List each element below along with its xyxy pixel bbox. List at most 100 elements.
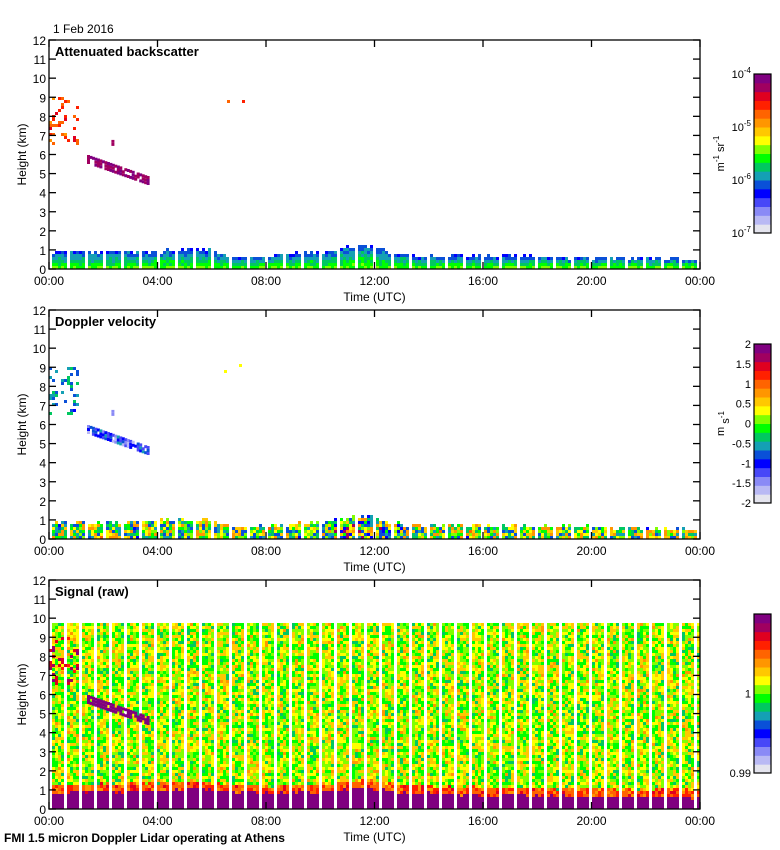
heatmap-cell <box>103 680 106 683</box>
heatmap-cell <box>217 647 220 650</box>
heatmap-cell <box>100 644 103 647</box>
heatmap-cell <box>127 263 130 266</box>
heatmap-cell <box>61 533 64 536</box>
heatmap-cell <box>73 716 76 719</box>
heatmap-cell <box>487 266 490 269</box>
heatmap-cell <box>85 764 88 767</box>
heatmap-cell <box>130 758 133 761</box>
heatmap-cell <box>115 692 118 695</box>
heatmap-cell <box>181 734 184 737</box>
heatmap-cell <box>106 746 109 749</box>
heatmap-cell <box>100 785 103 788</box>
heatmap-cell <box>217 644 220 647</box>
heatmap-cell <box>568 266 571 269</box>
heatmap-cell <box>142 251 145 254</box>
heatmap-cell <box>538 533 541 536</box>
heatmap-cell <box>121 722 124 725</box>
heatmap-cell <box>340 530 343 533</box>
colorbar-segment <box>754 153 771 163</box>
heatmap-cell <box>160 686 163 689</box>
heatmap-cell <box>127 260 130 263</box>
heatmap-cell <box>439 536 442 539</box>
heatmap-cell <box>119 166 123 170</box>
heatmap-cell <box>574 260 577 263</box>
heatmap-cell <box>67 776 70 779</box>
heatmap-cell <box>346 527 349 530</box>
heatmap-cell <box>55 698 58 701</box>
heatmap-cell <box>160 731 163 734</box>
heatmap-cell <box>178 722 181 725</box>
heatmap-cell <box>58 677 61 680</box>
heatmap-cell <box>64 260 67 263</box>
heatmap-cell <box>211 773 214 776</box>
heatmap-cell <box>178 716 181 719</box>
heatmap-cell <box>547 263 550 266</box>
heatmap-cell <box>112 641 115 644</box>
heatmap-cell <box>586 533 589 536</box>
heatmap-cell <box>106 782 109 785</box>
heatmap-cell <box>331 260 334 263</box>
heatmap-cell <box>208 710 211 713</box>
heatmap-cell <box>106 737 109 740</box>
heatmap-cell <box>403 254 406 257</box>
heatmap-cell <box>193 653 196 656</box>
heatmap-cell <box>454 527 457 530</box>
colorbar-tick-label: 2 <box>745 339 751 351</box>
heatmap-cell <box>145 758 148 761</box>
heatmap-cell <box>172 731 175 734</box>
heatmap-cell <box>172 797 175 800</box>
heatmap-cell <box>144 445 148 449</box>
heatmap-cell <box>100 656 103 659</box>
heatmap-cell <box>55 647 58 650</box>
heatmap-cell <box>134 444 138 448</box>
heatmap-cell <box>178 644 181 647</box>
heatmap-cell <box>160 710 163 713</box>
heatmap-cell <box>181 707 184 710</box>
heatmap-cell <box>211 791 214 794</box>
heatmap-cell <box>193 671 196 674</box>
heatmap-cell <box>175 662 178 665</box>
heatmap-cell <box>144 181 148 185</box>
heatmap-cell <box>142 695 145 698</box>
heatmap-cell <box>202 791 205 794</box>
heatmap-cell <box>670 263 673 266</box>
heatmap-cell <box>100 266 103 269</box>
heatmap-cell <box>115 767 118 770</box>
heatmap-cell <box>96 161 100 165</box>
heatmap-cell <box>532 263 535 266</box>
heatmap-cell <box>145 779 148 782</box>
heatmap-cell <box>142 689 145 692</box>
heatmap-cell <box>76 773 79 776</box>
heatmap-cell <box>70 743 73 746</box>
heatmap-cell <box>97 686 100 689</box>
heatmap-cell <box>547 533 550 536</box>
heatmap-cell <box>613 260 616 263</box>
heatmap-cell <box>136 776 139 779</box>
heatmap-cell <box>175 746 178 749</box>
heatmap-cell <box>76 752 79 755</box>
heatmap-cell <box>163 728 166 731</box>
heatmap-cell <box>370 521 373 524</box>
heatmap-cell <box>163 677 166 680</box>
heatmap-cell <box>124 444 128 448</box>
heatmap-cell <box>103 761 106 764</box>
heatmap-cell <box>130 527 133 530</box>
heatmap-cell <box>112 773 115 776</box>
heatmap-cell <box>187 674 190 677</box>
heatmap-cell <box>139 179 143 183</box>
heatmap-cell <box>433 266 436 269</box>
heatmap-cell <box>208 266 211 269</box>
heatmap-cell <box>349 533 352 536</box>
heatmap-cell <box>307 524 310 527</box>
heatmap-cell <box>115 263 118 266</box>
heatmap-cell <box>190 731 193 734</box>
heatmap-cell <box>166 722 169 725</box>
heatmap-cell <box>76 695 79 698</box>
heatmap-cell <box>190 782 193 785</box>
heatmap-cell <box>52 704 55 707</box>
heatmap-cell <box>187 767 190 770</box>
heatmap-cell <box>52 758 55 761</box>
heatmap-cell <box>145 797 148 800</box>
heatmap-cell <box>592 260 595 263</box>
heatmap-cell <box>193 632 196 635</box>
